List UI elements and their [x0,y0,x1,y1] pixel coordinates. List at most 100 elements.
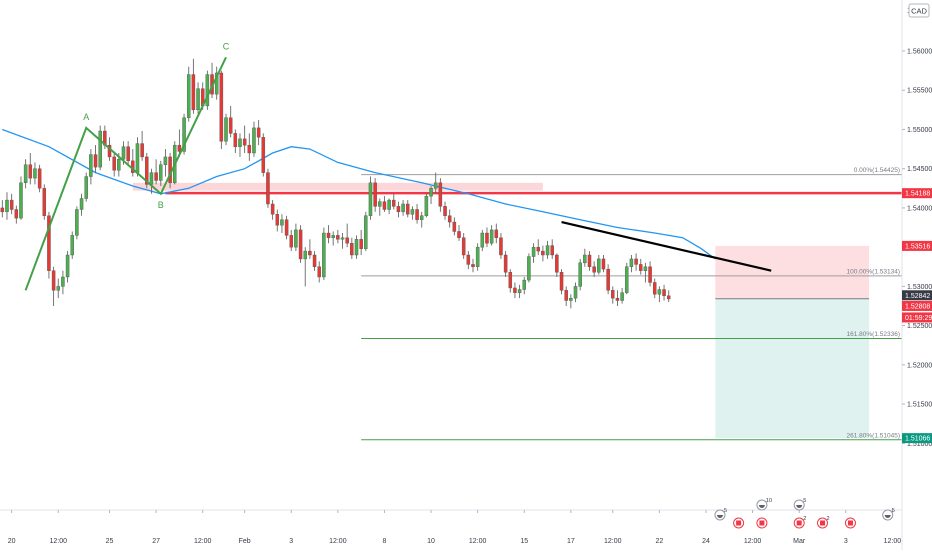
candle-135 [629,255,634,273]
candle-111 [517,284,522,299]
time-axis[interactable]: 20 12:00 25 27 12:00 Feb 3 12:00 8 10 12:00 15 17 12:… [8,510,932,545]
candle-body-137 [639,264,643,271]
candle-body-67 [312,254,317,267]
price-label-text-1: 1.53516 [905,243,930,250]
candle-59 [275,209,280,232]
earnings-icon[interactable]: 5 [793,498,806,511]
candle-body-85 [396,206,401,213]
candle-6 [28,153,33,185]
candle-body-52 [242,138,247,146]
candle-85 [396,201,401,218]
price-label-4: 1.51066 [902,433,932,444]
candle-body-44 [205,74,210,107]
fibonacci-extension[interactable]: 0.00%(1.54425) 100.00%(1.53134) 161.80%(1.… [361,167,902,441]
currency-badge[interactable]: CAD [908,3,930,18]
trendline-layer[interactable] [561,220,772,272]
candle-body-5 [23,164,28,184]
candle-0 [0,200,5,218]
earnings-icon[interactable]: 10 [756,498,772,511]
candle-118 [550,239,554,259]
candle-142 [662,284,666,301]
candle-50 [233,129,238,153]
candle-body-82 [382,201,387,210]
candle-69 [322,227,326,281]
fib-level-label-3: 261.80%(1.51045) [847,432,901,439]
candle-141 [657,286,662,303]
flag-icon-mark-7 [847,520,853,526]
candle-2 [9,193,14,215]
abc-wave-path[interactable] [24,56,227,291]
candle-86 [401,200,405,216]
time-tick-label-4: 12:00 [194,538,212,545]
candle-body-34 [159,164,163,181]
flag-icon[interactable]: 2 [793,516,806,529]
candle-body-108 [503,254,508,273]
candle-body-7 [33,168,37,179]
candle-body-48 [224,117,228,142]
candle-body-142 [662,289,666,296]
candle-8 [37,164,42,193]
abc-wave-layer[interactable]: A B C [24,41,230,291]
candle-60 [280,214,284,234]
candle-46 [214,66,219,100]
candle-body-31 [145,156,149,185]
candle-14 [65,251,70,283]
candle-body-20 [93,154,98,168]
candle-body-98 [457,231,461,238]
flag-icon-mark-6 [819,520,825,526]
candle-82 [382,196,387,212]
candle-35 [163,149,168,177]
flag-icon[interactable] [733,517,745,529]
candle-39 [182,113,186,155]
price-label-2: 1.52842 [902,290,932,301]
candle-51 [238,133,242,157]
candle-body-12 [56,286,61,291]
candle-body-133 [620,292,624,301]
candle-65 [303,247,307,287]
candle-127 [592,261,596,277]
wave-label-a: A [83,112,89,122]
events-layer[interactable]: 5 10 5 2 2 5 [714,498,895,529]
candle-134 [625,262,629,295]
flag-icon-mark-5 [796,520,802,526]
earnings-icon[interactable]: 5 [714,508,727,521]
candle-106 [494,223,499,244]
candle-71 [331,231,335,246]
candle-91 [424,193,429,218]
candle-113 [527,253,531,283]
earnings-icon[interactable]: 5 [882,508,895,521]
candle-body-120 [559,272,564,291]
candle-140 [652,278,657,299]
candle-body-117 [545,245,550,256]
price-label-box-0 [902,188,932,199]
candle-body-123 [573,286,578,299]
candle-body-46 [214,72,219,95]
candle-body-51 [238,138,242,147]
countdown-box [902,312,932,323]
candle-139 [648,261,652,287]
candle-body-122 [569,297,573,301]
candle-body-92 [429,188,433,197]
candle-body-131 [611,290,615,299]
candle-body-30 [140,143,144,158]
candle-body-90 [419,215,424,220]
candle-64 [298,225,303,263]
price-label-box-1 [902,240,932,251]
candle-79 [368,176,373,220]
candle-13 [61,270,65,295]
candle-121 [564,286,568,306]
time-tick-label-17: Mar [793,538,806,545]
candle-body-110 [513,287,517,293]
flag-icon[interactable]: 2 [816,516,830,529]
candle-132 [615,290,620,306]
candle-66 [308,239,312,259]
flag-icon[interactable] [756,517,768,529]
price-tick-label-3: 1.54500 [907,166,932,173]
candle-88 [410,206,415,220]
candle-body-93 [433,182,438,189]
descending-trendline[interactable] [561,220,772,272]
flag-icon[interactable] [844,517,856,529]
candle-124 [578,258,582,291]
